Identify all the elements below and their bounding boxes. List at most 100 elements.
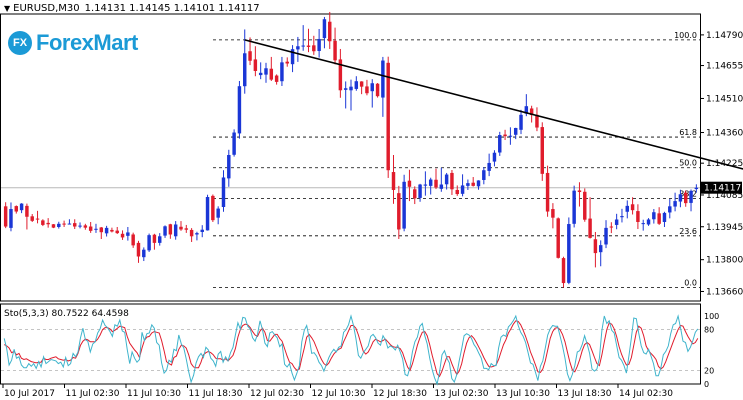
candle-body xyxy=(57,223,61,227)
candle xyxy=(535,107,539,132)
candle-body xyxy=(673,201,677,207)
candle-body xyxy=(147,235,151,251)
x-tick-label: 11 Jul 18:30 xyxy=(189,389,243,399)
candle-body xyxy=(216,208,220,218)
candle xyxy=(78,222,82,229)
candle xyxy=(630,197,635,215)
fx-badge-icon: FX xyxy=(8,31,32,55)
candle xyxy=(583,188,587,222)
candle-body xyxy=(317,38,321,52)
candle-body xyxy=(561,258,566,284)
candle xyxy=(609,222,614,234)
candle xyxy=(662,211,667,227)
candle xyxy=(142,247,146,262)
candle-body xyxy=(498,135,502,153)
candle xyxy=(328,11,332,49)
candle-body xyxy=(253,59,258,71)
candle xyxy=(88,221,93,233)
candle xyxy=(216,206,220,225)
chart-header: ▼ EURUSD,M30 1.14131 1.14145 1.14101 1.1… xyxy=(4,3,260,14)
candle xyxy=(636,204,640,230)
candle xyxy=(189,228,194,242)
candle xyxy=(30,214,34,222)
candle-body xyxy=(519,114,523,130)
x-tick-label: 12 Jul 02:30 xyxy=(250,389,304,399)
candle-body xyxy=(104,227,109,234)
candle xyxy=(434,168,438,190)
candlestick-series xyxy=(3,11,699,288)
candle-body xyxy=(439,184,444,189)
candle xyxy=(317,28,321,58)
candle-body xyxy=(285,61,289,64)
candle xyxy=(211,194,215,222)
candle-body xyxy=(513,127,518,135)
candle xyxy=(57,221,61,229)
collapse-triangle-icon[interactable]: ▼ xyxy=(4,4,11,13)
candle xyxy=(397,185,401,240)
candle-body xyxy=(487,162,491,171)
candle-body xyxy=(19,203,24,211)
candle-body xyxy=(83,225,88,228)
candle-body xyxy=(423,184,428,186)
candle-body xyxy=(120,233,125,238)
candle xyxy=(333,27,337,65)
trendline[interactable] xyxy=(244,39,743,288)
forexmart-logo: FX ForexMart xyxy=(8,30,138,56)
candle-body xyxy=(397,193,401,230)
candle xyxy=(131,232,135,248)
candle-body xyxy=(598,245,603,253)
candle xyxy=(46,218,50,228)
candle xyxy=(492,150,497,167)
y-tick-label: 1.14360 xyxy=(706,129,743,139)
candle xyxy=(375,83,380,98)
candle xyxy=(237,80,242,139)
candle xyxy=(694,184,699,193)
y-tick-label: 1.14790 xyxy=(706,31,743,41)
candle xyxy=(450,169,454,195)
candle-body xyxy=(46,222,50,225)
candle-body xyxy=(237,86,242,134)
candle-body xyxy=(41,220,45,225)
candle-body xyxy=(35,218,40,220)
fib-level-label: 23.6 xyxy=(679,227,697,236)
candle-body xyxy=(641,223,645,225)
candle xyxy=(487,153,491,177)
x-tick-label: 13 Jul 10:30 xyxy=(496,389,550,399)
candle-body xyxy=(418,184,422,198)
candle-body xyxy=(508,135,513,137)
candle-body xyxy=(365,86,369,94)
candle-body xyxy=(131,234,135,246)
candle-body xyxy=(386,62,390,171)
candle-body xyxy=(168,224,173,235)
candle xyxy=(359,81,364,95)
trendline-segment xyxy=(244,39,743,170)
candle xyxy=(598,240,603,267)
fib-level-label: 0.0 xyxy=(684,279,697,288)
candle-body xyxy=(349,86,353,91)
candle-body xyxy=(25,205,29,217)
candle-body xyxy=(51,224,56,228)
fibonacci-retracement[interactable]: 100.0 61.8 50.0 38.2 23.6 0.0 xyxy=(1,31,700,289)
candle-body xyxy=(312,45,316,52)
candle-body xyxy=(492,152,497,162)
stoch-axis-label: 20 xyxy=(704,366,714,375)
candle-body xyxy=(556,218,560,258)
candle-body xyxy=(609,226,614,228)
fib-level-label: 100.0 xyxy=(674,31,697,40)
fib-level-label: 61.8 xyxy=(679,128,697,137)
candle-body xyxy=(444,174,449,185)
candle-body xyxy=(195,233,199,235)
candle xyxy=(402,174,406,232)
candle xyxy=(14,205,19,214)
candle xyxy=(72,219,77,230)
candle xyxy=(147,233,151,252)
candle-body xyxy=(243,53,247,87)
oscillator-label: Sto(5,3,3) 80.7522 64.4598 xyxy=(4,309,129,319)
candle-body xyxy=(572,190,576,224)
candle-body xyxy=(567,224,571,283)
candle-body xyxy=(301,45,305,47)
candle-body xyxy=(428,179,433,186)
candle-body xyxy=(588,218,592,238)
candle xyxy=(232,129,236,157)
candle-body xyxy=(269,68,274,80)
